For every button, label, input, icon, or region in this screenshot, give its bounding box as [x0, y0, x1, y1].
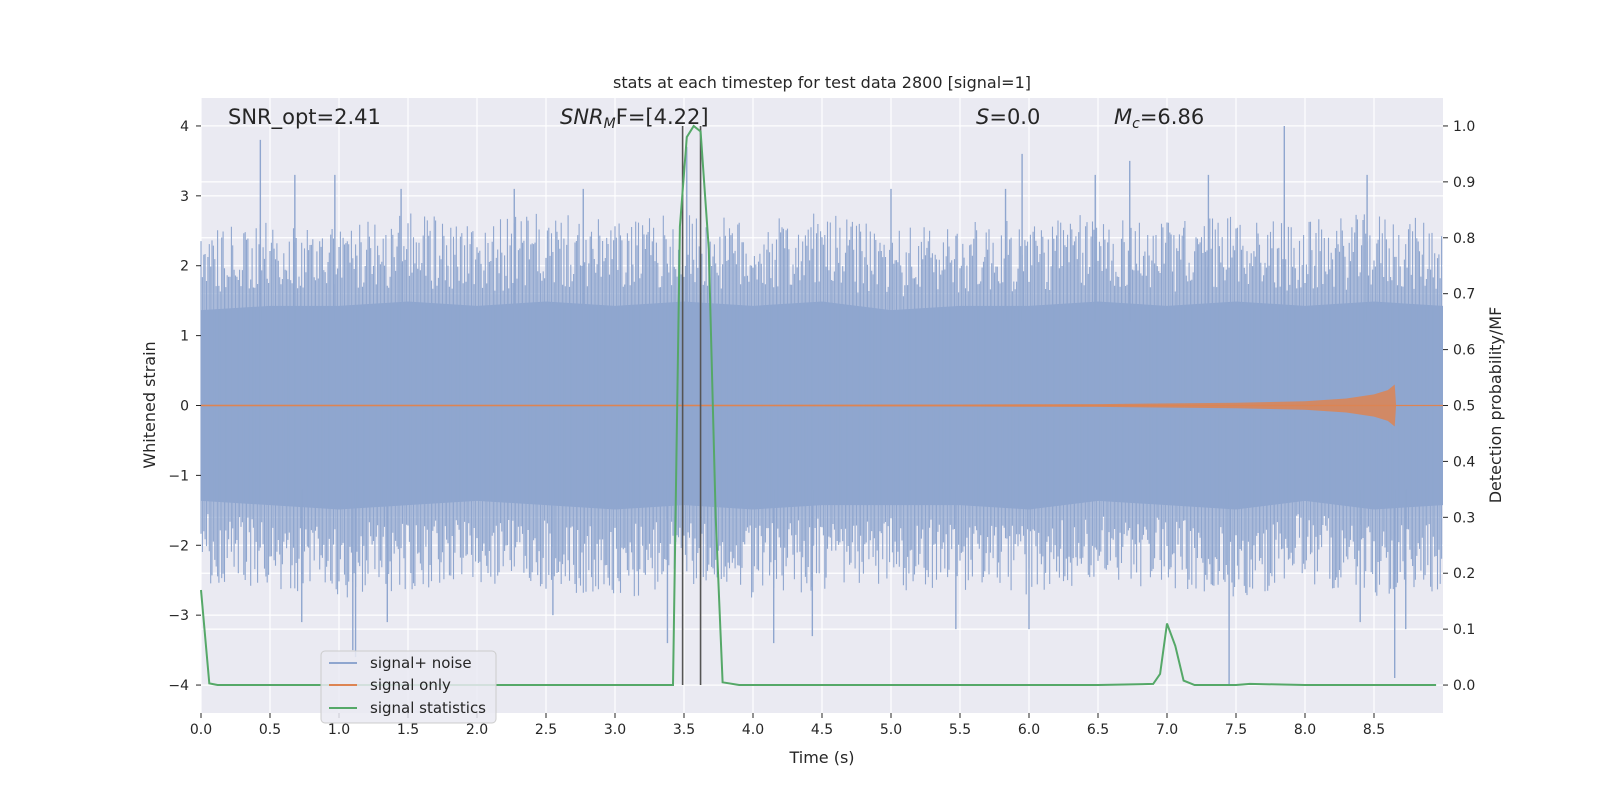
- annotation-s-main: S: [976, 105, 989, 129]
- x-axis: 0.0 0.5 1.0 1.5 2.0 2.5 3.0 3.5 4.0 4.5 5.0 5.5 6.0 6…: [190, 713, 1385, 738]
- legend-label-signal-noise: signal+ noise: [370, 654, 472, 672]
- annotation-s-rest: =0.0: [989, 105, 1040, 129]
- chart-title: stats at each timestep for test data 280…: [613, 73, 1031, 92]
- annotation-mc-sub: c: [1132, 116, 1140, 132]
- y2-tick-label: 0.6: [1453, 343, 1475, 359]
- x-tick-label: 8.0: [1294, 722, 1316, 738]
- y2-tick-label: 0.3: [1453, 510, 1475, 526]
- y-tick-label: 1: [180, 329, 189, 345]
- annotation-snr-mf: SNRMF=[4.22]: [560, 105, 709, 132]
- y-axis-left: 4 3 2 1 0 −1 −2 −3 −4: [168, 119, 201, 694]
- y-tick-label: −3: [168, 608, 189, 624]
- y2-tick-label: 0.9: [1453, 175, 1475, 191]
- y-tick-label: 2: [180, 259, 189, 275]
- signal-noise-trace: [200, 213, 1443, 598]
- y2-tick-label: 0.2: [1453, 566, 1475, 582]
- y2-axis-label: Detection probability/MF: [1486, 307, 1505, 504]
- legend-box: [320, 650, 497, 724]
- y-axis-right: 1.0 0.9 0.8 0.7 0.6 0.5 0.4 0.3 0.2 0.1 0.0: [1443, 119, 1475, 694]
- x-tick-label: 2.5: [535, 722, 557, 738]
- x-tick-label: 8.5: [1363, 722, 1385, 738]
- x-tick-label: 6.0: [1018, 722, 1040, 738]
- x-tick-label: 0.0: [190, 722, 212, 738]
- annotation-snr-mf-rest: F=[4.22]: [616, 105, 709, 129]
- y-tick-label: −4: [168, 678, 189, 694]
- x-tick-label: 4.5: [811, 722, 833, 738]
- x-tick-label: 5.5: [949, 722, 971, 738]
- x-tick-label: 2.0: [466, 722, 488, 738]
- y-tick-label: −2: [168, 538, 189, 554]
- x-tick-label: 1.5: [397, 722, 419, 738]
- y-tick-label: −1: [168, 468, 189, 484]
- annotation-mc-rest: =6.86: [1140, 105, 1204, 129]
- y2-tick-label: 0.5: [1453, 399, 1475, 415]
- x-tick-label: 4.0: [742, 722, 764, 738]
- annotation-snr-mf-sub: M: [604, 116, 616, 132]
- y-tick-label: 0: [180, 399, 189, 415]
- y-tick-label: 3: [180, 189, 189, 205]
- x-tick-label: 5.0: [880, 722, 902, 738]
- legend-label-signal-statistics: signal statistics: [370, 699, 486, 717]
- x-tick-label: 0.5: [259, 722, 281, 738]
- y2-tick-label: 0.4: [1453, 454, 1475, 470]
- x-tick-label: 1.0: [328, 722, 350, 738]
- series-signal-only: [201, 384, 1443, 427]
- annotation-snr-opt: SNR_opt=2.41: [228, 105, 381, 130]
- y2-tick-label: 0.7: [1453, 287, 1475, 303]
- vertical-lines: [681, 125, 702, 686]
- x-axis-label: Time (s): [788, 748, 854, 767]
- x-tick-label: 7.0: [1156, 722, 1178, 738]
- x-tick-label: 3.5: [673, 722, 695, 738]
- x-tick-label: 3.0: [604, 722, 626, 738]
- y-tick-label: 4: [180, 119, 189, 135]
- y2-tick-label: 1.0: [1453, 119, 1475, 135]
- y2-tick-label: 0.0: [1453, 678, 1475, 694]
- annotation-mc: Mc=6.86: [1114, 105, 1204, 132]
- x-tick-label: 6.5: [1087, 722, 1109, 738]
- legend-label-signal-only: signal only: [370, 676, 451, 694]
- x-tick-label: 7.5: [1225, 722, 1247, 738]
- y2-tick-label: 0.1: [1453, 622, 1475, 638]
- annotation-snr-mf-main: SNR: [560, 105, 604, 129]
- legend: signal+ noise signal only signal statist…: [320, 650, 497, 724]
- annotation-s: S=0.0: [976, 105, 1040, 129]
- y-axis-label: Whitened strain: [140, 341, 159, 468]
- y2-tick-label: 0.8: [1453, 231, 1475, 247]
- annotation-mc-main: M: [1114, 105, 1132, 129]
